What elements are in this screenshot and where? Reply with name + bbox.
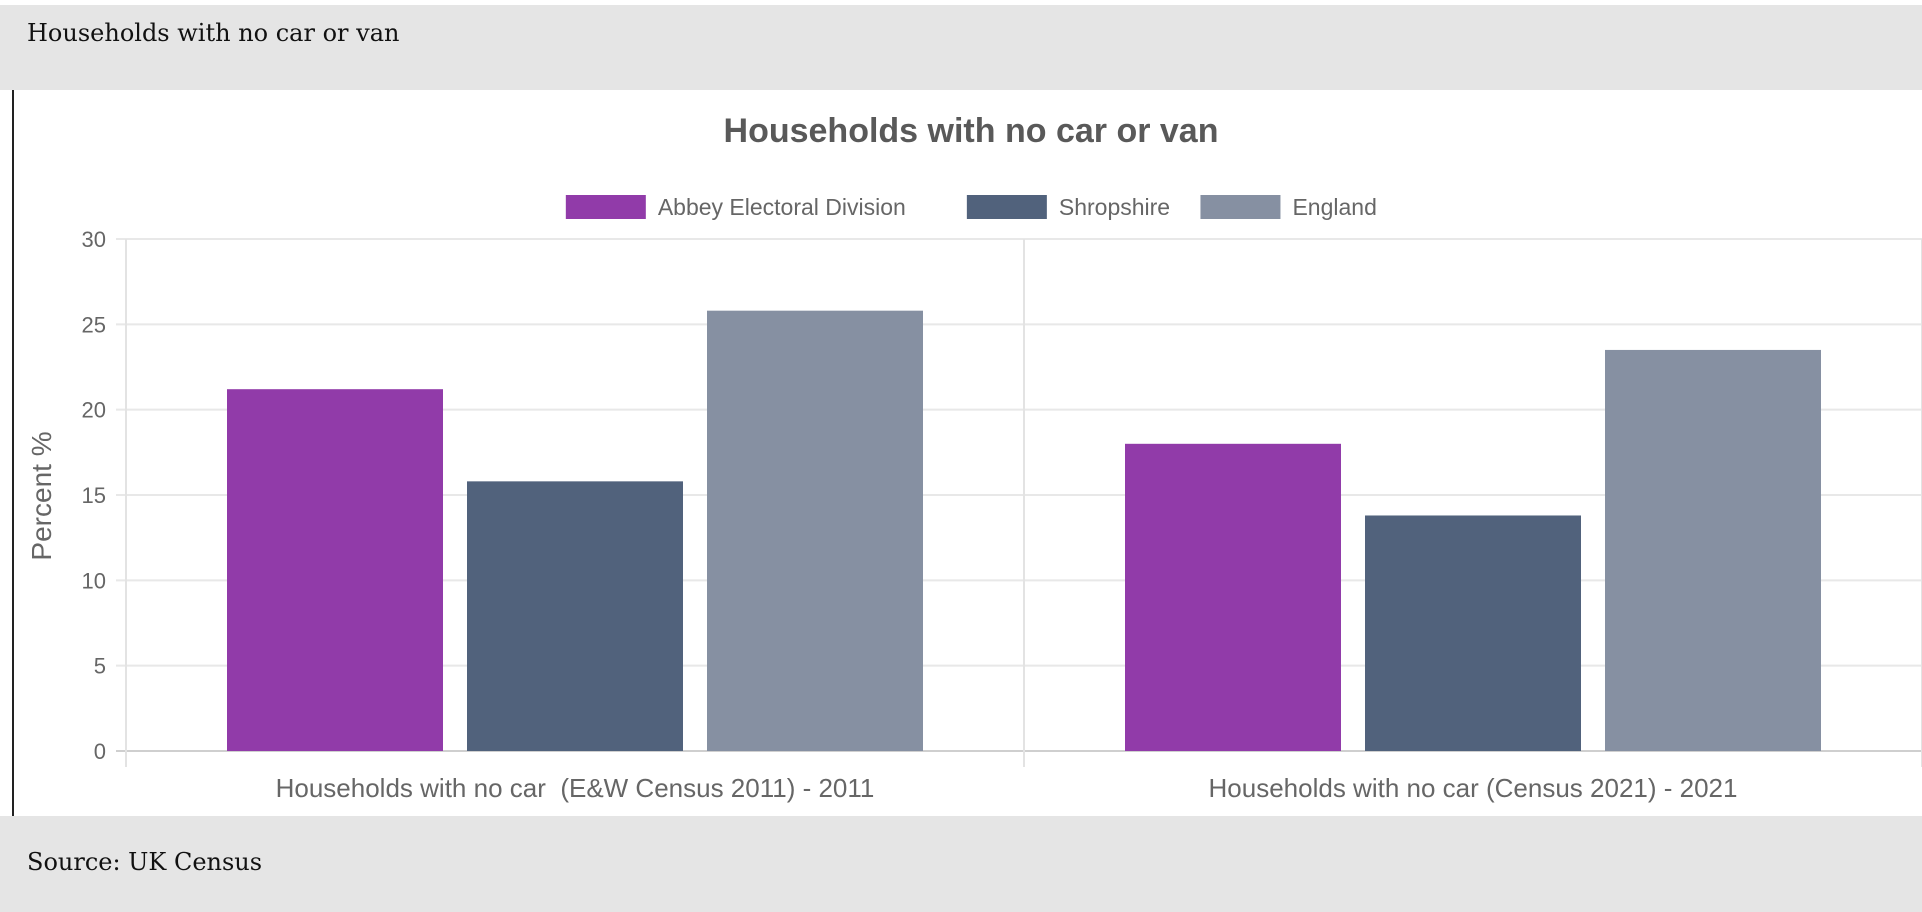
chart-panel: Households with no car or van Abbey Elec… — [0, 90, 1922, 816]
panel-border — [12, 90, 14, 816]
legend-swatch[interactable] — [966, 195, 1047, 219]
bar[interactable] — [467, 481, 683, 751]
legend-label[interactable]: Abbey Electoral Division — [658, 194, 906, 220]
legend-label[interactable]: Shropshire — [1059, 194, 1170, 220]
chart-legend: Abbey Electoral Division Shropshire Englan… — [565, 194, 1377, 220]
chart-title: Households with no car or van — [724, 112, 1219, 150]
legend-swatch[interactable] — [565, 195, 646, 219]
header-title: Households with no car or van — [27, 19, 400, 47]
legend-label[interactable]: England — [1292, 194, 1376, 220]
y-axis-ticks: 0 5 10 15 20 25 30 — [82, 227, 106, 764]
footer-bar: Source: UK Census — [0, 816, 1922, 912]
y-tick-label: 20 — [82, 398, 106, 423]
bar[interactable] — [1605, 349, 1821, 751]
legend-swatch[interactable] — [1200, 195, 1281, 219]
x-tick-label: Households with no car (Census 2021) - 2… — [1209, 773, 1738, 803]
bar[interactable] — [1365, 515, 1581, 751]
x-tick-label: Households with no car (E&W Census 2011)… — [276, 773, 875, 803]
bar[interactable] — [227, 389, 443, 751]
y-tick-label: 25 — [82, 312, 106, 337]
x-axis-ticks: Households with no car (E&W Census 2011)… — [276, 773, 1738, 803]
source-note: Source: UK Census — [27, 848, 263, 876]
header-bar: Households with no car or van — [0, 5, 1922, 90]
y-tick-label: 10 — [82, 568, 106, 593]
y-tick-label: 5 — [94, 654, 106, 679]
y-axis-label: Percent % — [26, 431, 57, 560]
bar-chart: Households with no car or van Abbey Elec… — [26, 112, 1922, 803]
bar[interactable] — [707, 310, 923, 751]
chart-bars — [227, 310, 1821, 751]
y-tick-label: 30 — [82, 227, 106, 252]
y-tick-label: 0 — [94, 739, 106, 764]
bar[interactable] — [1125, 443, 1341, 751]
y-tick-label: 15 — [82, 483, 106, 508]
